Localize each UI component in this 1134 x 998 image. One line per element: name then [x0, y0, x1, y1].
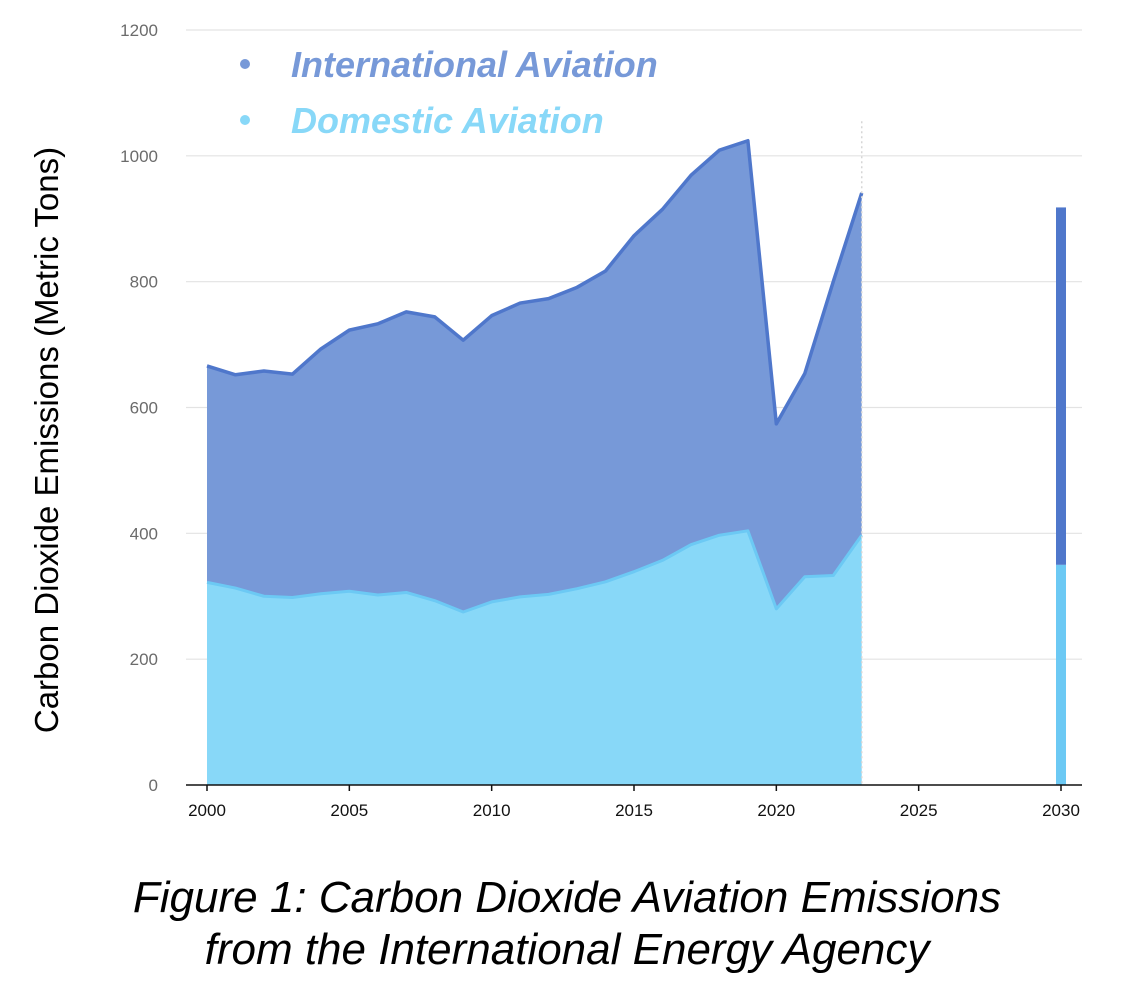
bar-2030-domestic [1056, 564, 1066, 785]
x-tick-label-2005: 2005 [330, 801, 368, 820]
x-tick-label-2010: 2010 [473, 801, 511, 820]
area-international-aviation [207, 140, 862, 612]
x-tick-label-2025: 2025 [900, 801, 938, 820]
x-axis-ticks: 2000 2005 2010 2015 2020 2025 2030 [188, 785, 1080, 820]
line-domestic-aviation [206, 529, 863, 614]
caption-line-1: Figure 1: Carbon Dioxide Aviation Emissi… [132, 873, 1002, 922]
bar-2030-international [1056, 207, 1066, 565]
legend-label-0: International Aviation [291, 44, 658, 85]
projection-2030 [1056, 207, 1066, 785]
legend-marker-0 [240, 59, 250, 69]
y-tick-label-1200: 1200 [120, 21, 158, 40]
y-axis-title: Carbon Dioxide Emissions (Metric Tons) [28, 147, 65, 733]
stacked-areas [206, 121, 864, 785]
x-tick-label-2030: 2030 [1042, 801, 1080, 820]
legend: International Aviation Domestic Aviation [240, 44, 658, 141]
legend-label-1: Domestic Aviation [291, 100, 604, 141]
y-tick-label-400: 400 [130, 524, 158, 543]
y-tick-label-0: 0 [149, 776, 158, 795]
y-tick-label-600: 600 [130, 399, 158, 418]
y-tick-label-1000: 1000 [120, 147, 158, 166]
legend-marker-1 [240, 115, 250, 125]
x-tick-label-2015: 2015 [615, 801, 653, 820]
caption-line-2: from the International Energy Agency [204, 925, 930, 974]
x-tick-label-2000: 2000 [188, 801, 226, 820]
line-international-aviation [206, 138, 864, 426]
x-tick-label-2020: 2020 [757, 801, 795, 820]
y-tick-label-800: 800 [130, 273, 158, 292]
y-tick-label-200: 200 [130, 650, 158, 669]
y-axis-ticks: 0 200 400 600 800 1000 1200 [120, 21, 158, 795]
figure-caption: Figure 1: Carbon Dioxide Aviation Emissi… [0, 872, 1134, 976]
